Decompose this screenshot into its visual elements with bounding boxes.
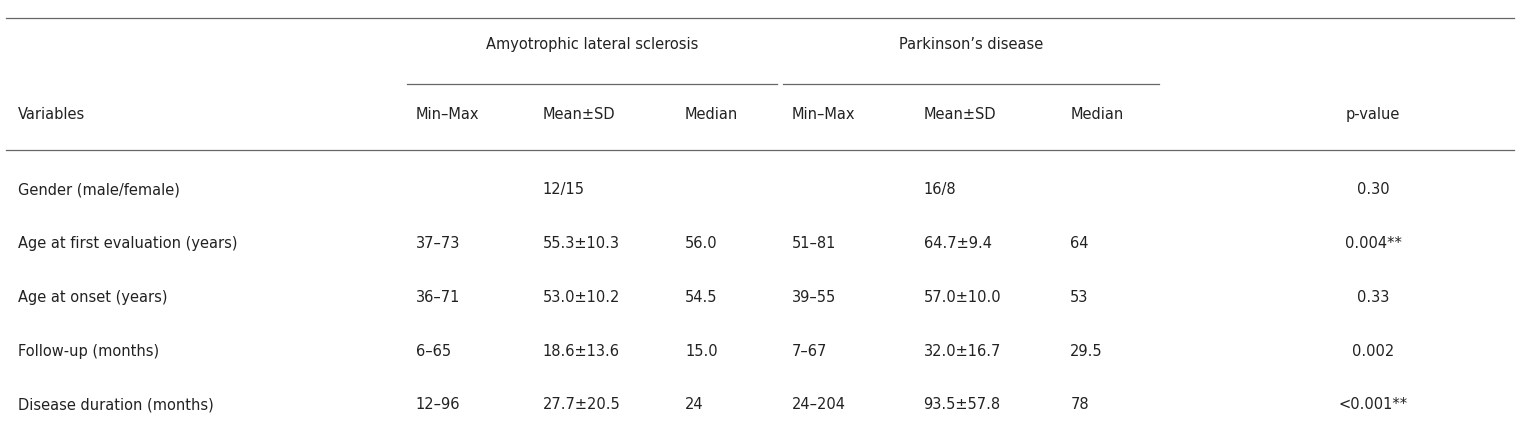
Text: 53.0±10.2: 53.0±10.2	[543, 290, 621, 305]
Text: 78: 78	[1070, 397, 1089, 412]
Text: Age at first evaluation (years): Age at first evaluation (years)	[18, 236, 239, 251]
Text: 24–204: 24–204	[792, 397, 846, 412]
Text: 64: 64	[1070, 236, 1089, 251]
Text: 0.002: 0.002	[1352, 344, 1394, 359]
Text: 0.33: 0.33	[1356, 290, 1390, 305]
Text: 18.6±13.6: 18.6±13.6	[543, 344, 619, 359]
Text: p-value: p-value	[1346, 107, 1401, 122]
Text: Disease duration (months): Disease duration (months)	[18, 397, 214, 412]
Text: Median: Median	[1070, 107, 1124, 122]
Text: 12/15: 12/15	[543, 182, 584, 197]
Text: Min–Max: Min–Max	[792, 107, 856, 122]
Text: 64.7±9.4: 64.7±9.4	[924, 236, 991, 251]
Text: Mean±SD: Mean±SD	[924, 107, 995, 122]
Text: 37–73: 37–73	[416, 236, 460, 251]
Text: 53: 53	[1070, 290, 1089, 305]
Text: <0.001**: <0.001**	[1338, 397, 1408, 412]
Text: 0.30: 0.30	[1356, 182, 1390, 197]
Text: 7–67: 7–67	[792, 344, 827, 359]
Text: 54.5: 54.5	[685, 290, 717, 305]
Text: Age at onset (years): Age at onset (years)	[18, 290, 168, 305]
Text: 57.0±10.0: 57.0±10.0	[924, 290, 1001, 305]
Text: 55.3±10.3: 55.3±10.3	[543, 236, 619, 251]
Text: 93.5±57.8: 93.5±57.8	[924, 397, 1000, 412]
Text: 39–55: 39–55	[792, 290, 836, 305]
Text: 51–81: 51–81	[792, 236, 836, 251]
Text: Mean±SD: Mean±SD	[543, 107, 615, 122]
Text: Gender (male/female): Gender (male/female)	[18, 182, 180, 197]
Text: 15.0: 15.0	[685, 344, 717, 359]
Text: 6–65: 6–65	[416, 344, 451, 359]
Text: Amyotrophic lateral sclerosis: Amyotrophic lateral sclerosis	[486, 37, 697, 52]
Text: 24: 24	[685, 397, 703, 412]
Text: Parkinson’s disease: Parkinson’s disease	[899, 37, 1043, 52]
Text: 16/8: 16/8	[924, 182, 956, 197]
Text: Variables: Variables	[18, 107, 86, 122]
Text: 32.0±16.7: 32.0±16.7	[924, 344, 1001, 359]
Text: Follow-up (months): Follow-up (months)	[18, 344, 159, 359]
Text: 29.5: 29.5	[1070, 344, 1102, 359]
Text: 12–96: 12–96	[416, 397, 460, 412]
Text: 0.004**: 0.004**	[1344, 236, 1402, 251]
Text: 36–71: 36–71	[416, 290, 460, 305]
Text: Median: Median	[685, 107, 739, 122]
Text: 27.7±20.5: 27.7±20.5	[543, 397, 621, 412]
Text: Min–Max: Min–Max	[416, 107, 480, 122]
Text: 56.0: 56.0	[685, 236, 717, 251]
